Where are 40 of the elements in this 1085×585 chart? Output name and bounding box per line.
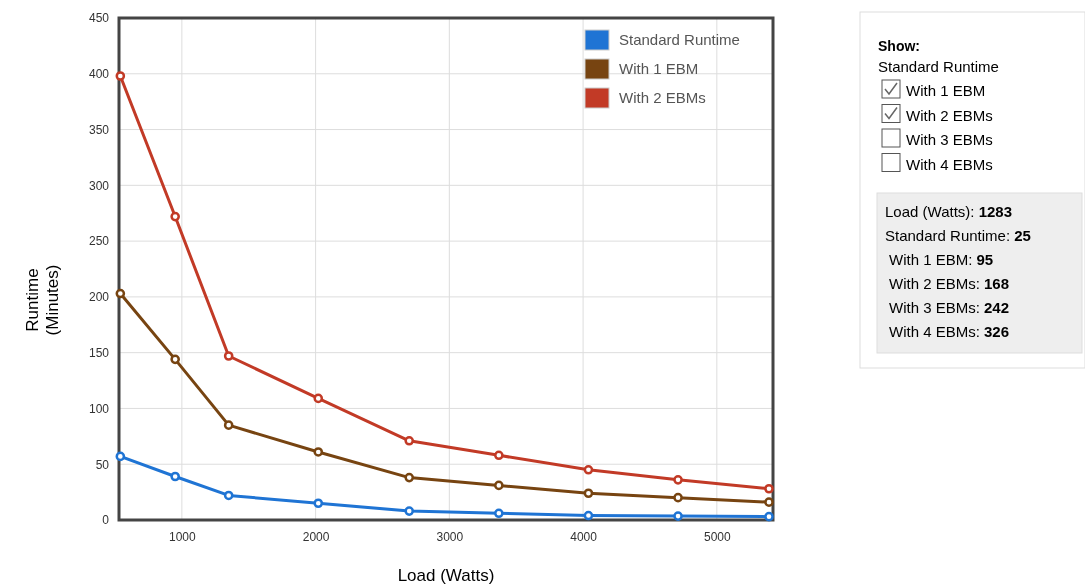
- x-tick-label: 5000: [703, 529, 731, 544]
- point: [115, 288, 126, 299]
- text: With 2 EBMs: [906, 106, 993, 124]
- y-tick-label: 300: [88, 178, 110, 193]
- text: With 4 EBMs: [906, 155, 993, 173]
- text: With 2 EBMs: 168: [889, 275, 1010, 292]
- point: [115, 71, 126, 81]
- point: [223, 351, 234, 361]
- y-tick-label: 200: [88, 290, 110, 305]
- x-tick-label: 3000: [436, 529, 464, 544]
- text: Show:: [878, 38, 920, 54]
- point: [170, 354, 180, 365]
- point: [313, 393, 324, 404]
- y-tick-label: 50: [95, 457, 110, 472]
- x-axis-title: Load (Watts): [397, 566, 495, 585]
- y-tick-label: 250: [88, 234, 110, 249]
- text: With 4 EBMs: 326: [889, 323, 1010, 340]
- y-tick-label: 350: [88, 122, 110, 137]
- x-tick-label: 4000: [570, 529, 598, 544]
- legend-label: With 2 EBMs: [619, 89, 706, 106]
- point: [404, 435, 415, 446]
- text: With 3 EBMs: [906, 131, 993, 148]
- y-tick-label: 400: [88, 67, 110, 82]
- text: Standard Runtime: [878, 58, 999, 75]
- text: With 1 EBM: 95: [889, 251, 994, 268]
- point: [223, 420, 234, 430]
- y-tick-label: 150: [88, 346, 110, 361]
- text: Load (Watts): 1283: [885, 203, 1013, 220]
- y-tick-label: 0: [102, 513, 110, 528]
- legend-label: With 1 EBM: [619, 60, 699, 77]
- y-tick-label: 450: [88, 11, 110, 26]
- y-tick-label: 100: [88, 401, 110, 416]
- y-axis-title: Runtime (Minutes): [23, 264, 62, 336]
- text: With 1 EBM: [906, 82, 986, 99]
- x-tick-label: 2000: [302, 529, 330, 544]
- text: Standard Runtime: 25: [885, 227, 1031, 244]
- x-tick-label: 1000: [169, 529, 197, 544]
- legend-label: Standard Runtime: [619, 31, 740, 48]
- point: [170, 211, 180, 222]
- text: With 3 EBMs: 242: [889, 299, 1010, 316]
